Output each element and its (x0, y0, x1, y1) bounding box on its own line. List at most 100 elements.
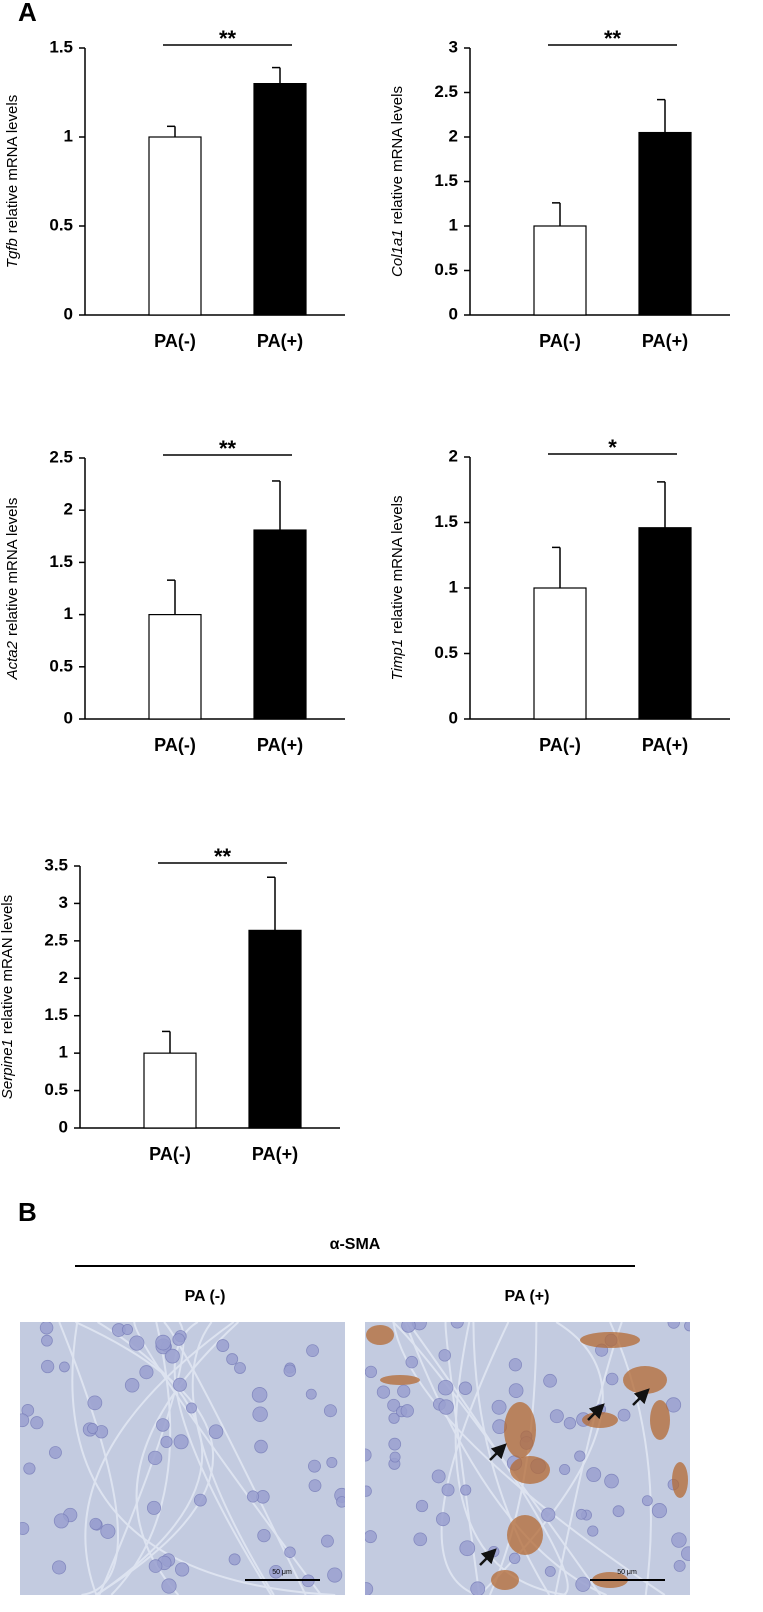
x-tick-label: PA(+) (252, 1144, 298, 1164)
y-axis-label: Acta2 relative mRNA levels (4, 498, 21, 681)
scale-bar-label: 50 μm (617, 1569, 637, 1576)
nucleus (172, 1377, 187, 1392)
nucleus (89, 1517, 102, 1531)
y-tick-label: 0.5 (434, 643, 458, 662)
y-label-gene: Acta2 (4, 640, 21, 680)
nucleus (431, 1469, 446, 1484)
y-tick-label: 1 (449, 577, 458, 596)
nucleus (308, 1479, 322, 1492)
y-tick-label: 1.5 (44, 1005, 68, 1024)
y-tick-label: 0 (59, 1117, 68, 1136)
y-tick-label: 2 (449, 126, 458, 145)
x-tick-label: PA(+) (257, 735, 303, 755)
nucleus (246, 1490, 260, 1503)
bar (533, 225, 587, 316)
bar (638, 131, 692, 316)
group-label: PA (-) (185, 1288, 226, 1305)
nucleus (49, 1446, 62, 1459)
nucleus (226, 1353, 239, 1366)
nucleus (30, 1416, 44, 1430)
nucleus (437, 1379, 454, 1396)
bar (253, 82, 307, 316)
nucleus (575, 1576, 591, 1592)
x-tick-label: PA(+) (642, 735, 688, 755)
y-label-gene: Timp1 (389, 639, 406, 681)
nucleus (389, 1451, 401, 1463)
nucleus (41, 1359, 55, 1374)
x-tick-label: PA(+) (642, 331, 688, 351)
significance-label: * (608, 435, 617, 460)
cell-border (392, 1322, 602, 1595)
nucleus (305, 1388, 317, 1400)
nucleus (121, 1323, 133, 1336)
nucleus (563, 1417, 577, 1430)
nucleus (508, 1383, 524, 1398)
nucleus (39, 1322, 54, 1335)
nucleus (388, 1412, 400, 1424)
nucleus (574, 1450, 586, 1462)
stain (580, 1332, 640, 1348)
cell-border (404, 1322, 607, 1595)
y-tick-label: 1.5 (49, 552, 73, 571)
y-tick-label: 3 (59, 893, 68, 912)
bar (533, 587, 587, 720)
y-tick-label: 3 (449, 37, 458, 56)
panel-label: B (18, 1197, 37, 1227)
nucleus (612, 1505, 625, 1518)
nucleus (252, 1406, 268, 1422)
nucleus (175, 1562, 190, 1577)
nucleus (365, 1365, 378, 1379)
nucleus (388, 1437, 402, 1451)
stain (366, 1325, 394, 1345)
x-tick-label: PA(-) (149, 1144, 191, 1164)
nucleus (470, 1581, 486, 1595)
stain (380, 1375, 420, 1385)
nucleus (549, 1409, 564, 1424)
nucleus (365, 1448, 372, 1462)
y-tick-label: 1 (64, 604, 73, 623)
y-tick-label: 0.5 (44, 1080, 68, 1099)
nucleus (460, 1484, 472, 1496)
cell-border (472, 1322, 551, 1595)
y-tick-label: 0 (64, 304, 73, 323)
micrograph (365, 1322, 690, 1595)
nucleus (160, 1435, 173, 1448)
y-tick-label: 1 (59, 1043, 68, 1062)
cell-border (440, 1322, 510, 1595)
y-label-text: relative mRNA levels (389, 496, 406, 634)
y-tick-label: 1.5 (434, 512, 458, 531)
nucleus (129, 1335, 145, 1351)
nucleus (387, 1398, 401, 1412)
nucleus (146, 1500, 162, 1515)
nucleus (156, 1418, 170, 1432)
y-tick-label: 1 (64, 126, 73, 145)
y-tick-label: 0 (64, 708, 73, 727)
y-label-gene: Col1a1 (389, 229, 406, 277)
stain (582, 1412, 618, 1428)
y-axis-label: Col1a1 relative mRNA levels (389, 86, 406, 277)
nucleus (405, 1355, 418, 1369)
nucleus (308, 1459, 321, 1473)
y-label-text: relative mRNA levels (389, 86, 406, 224)
nucleus (617, 1408, 631, 1422)
y-tick-label: 2 (59, 968, 68, 987)
y-label-text: relative mRNA levels (4, 95, 21, 233)
stain (623, 1366, 667, 1394)
y-tick-label: 2 (449, 446, 458, 465)
y-label-gene: Serpine1 (0, 1039, 16, 1099)
nucleus (541, 1507, 556, 1522)
cell-border (454, 1322, 567, 1595)
cell-border (609, 1322, 652, 1595)
nucleus (459, 1540, 476, 1557)
x-tick-label: PA(-) (539, 331, 581, 351)
y-axis-label: Serpine1 relative mRAN levels (0, 895, 16, 1099)
nucleus (587, 1525, 599, 1537)
nucleus (139, 1365, 154, 1380)
y-tick-label: 2.5 (434, 82, 458, 101)
bar (148, 136, 202, 316)
nucleus (667, 1322, 680, 1329)
y-label-text: relative mRAN levels (0, 895, 16, 1034)
stain (672, 1462, 688, 1498)
y-label-text: relative mRNA levels (4, 498, 21, 636)
